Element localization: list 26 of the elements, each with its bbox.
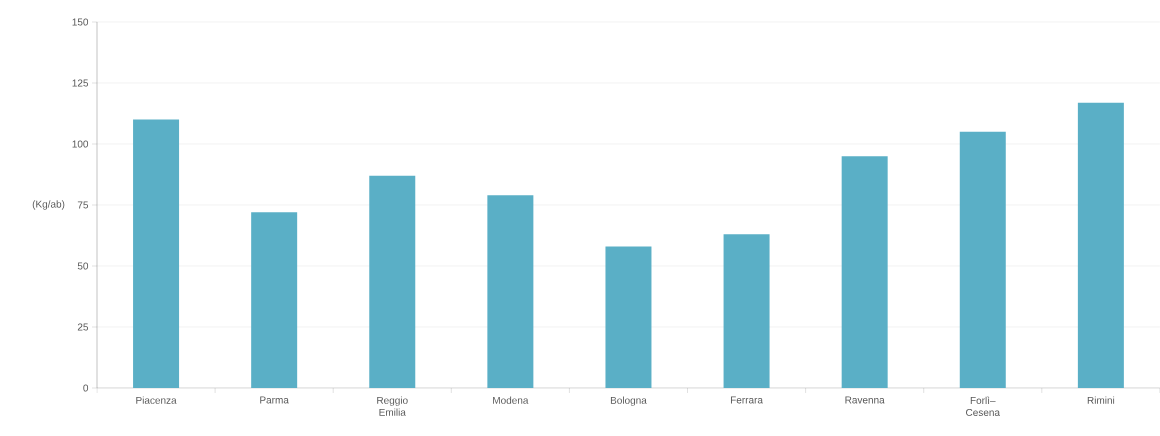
x-tick-label: Modena bbox=[493, 396, 529, 404]
x-tick-label: Bologna bbox=[610, 396, 647, 406]
y-tick-label: 75 bbox=[77, 201, 89, 209]
y-tick-label: 0 bbox=[83, 384, 89, 392]
y-tick-label: 100 bbox=[72, 140, 89, 148]
y-tick-label: 50 bbox=[77, 262, 89, 270]
y-tick-label: 125 bbox=[72, 79, 89, 87]
x-tick-label: Piacenza bbox=[136, 396, 177, 404]
x-tick-label: Reggio Emilia bbox=[377, 396, 408, 416]
x-tick-label: Forlì–Cesena bbox=[966, 396, 1000, 416]
bar bbox=[723, 234, 770, 388]
bar bbox=[605, 246, 652, 388]
x-tick-label: Rimini bbox=[1087, 396, 1115, 404]
bar bbox=[487, 195, 534, 388]
bar bbox=[841, 156, 888, 388]
x-tick-label: Ferrara bbox=[730, 396, 763, 404]
y-axis-title: (Kg/ab) bbox=[32, 200, 65, 210]
y-tick-label: 25 bbox=[77, 323, 89, 331]
x-tick-label: Ravenna bbox=[845, 396, 885, 404]
bar bbox=[133, 119, 180, 388]
x-tick-label: Parma bbox=[260, 396, 289, 404]
y-tick-label: 150 bbox=[72, 18, 89, 26]
bar bbox=[251, 212, 298, 388]
bar bbox=[369, 175, 416, 388]
bar bbox=[959, 131, 1006, 388]
bar bbox=[1077, 102, 1124, 388]
